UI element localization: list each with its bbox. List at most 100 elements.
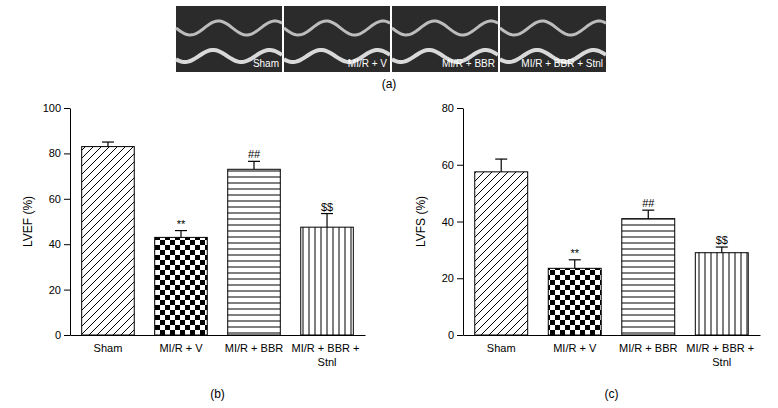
tick-mark — [457, 108, 463, 109]
axis-line — [463, 109, 464, 336]
error-bar — [248, 161, 260, 169]
significance-mark: ## — [248, 148, 261, 160]
error-bar — [716, 247, 728, 253]
y-axis: 0 20 40 60 80 — [442, 102, 464, 341]
tick-mark — [64, 108, 70, 109]
axis-line — [464, 335, 761, 336]
axis-title: LVFS (%) — [414, 196, 428, 247]
tick: 0 — [55, 329, 70, 341]
error-stem — [721, 247, 722, 253]
panel-caption: (a) — [382, 77, 397, 91]
error-stem — [180, 231, 181, 238]
error-bar — [642, 210, 654, 219]
error-stem — [253, 161, 254, 169]
x-axis: Sham MI/R + V MI/R + BBR MI/R + BBR + Stnl — [464, 335, 761, 368]
plot-area — [82, 142, 354, 335]
tick: Sham — [94, 335, 123, 354]
significance-mark: $$ — [321, 201, 333, 213]
significance-mark: ** — [177, 218, 186, 230]
bar — [301, 227, 354, 335]
error-bar — [102, 142, 114, 147]
error-bar — [495, 159, 507, 172]
tick-label: 0 — [448, 329, 454, 341]
error-cap — [569, 259, 581, 260]
error-cap — [495, 158, 507, 159]
bar — [695, 253, 748, 335]
error-bar — [321, 214, 333, 228]
tick: MI/R + BBR + Stnl — [686, 335, 757, 368]
error-stem — [501, 159, 502, 172]
tick-mark — [457, 278, 463, 279]
tick-mark — [64, 244, 70, 245]
tick-mark — [457, 222, 463, 223]
figure: Sham MI/R + V MI/R + BBR MI/R + BBR + Stnl (… — [0, 0, 778, 408]
tick-mark — [64, 153, 70, 154]
error-cap — [716, 246, 728, 247]
error-cap — [321, 213, 333, 214]
error-cap — [248, 161, 260, 162]
image-label: MI/R + V — [348, 58, 388, 69]
bar — [82, 147, 135, 335]
chart: ** ## $$ 0 20 40 60 80 100 Sham MI/R + V MI/R + BBR… — [21, 102, 366, 401]
tick-label: 40 — [442, 216, 454, 228]
image-label: Sham — [253, 58, 279, 69]
error-stem — [107, 142, 108, 147]
tick: 80 — [442, 102, 463, 114]
error-bar — [569, 260, 581, 269]
image-label: MI/R + BBR — [442, 58, 495, 69]
error-stem — [648, 210, 649, 219]
tick-label: 60 — [442, 159, 454, 171]
tick: MI/R + BBR — [619, 335, 677, 354]
tick-label: Sham — [487, 342, 516, 354]
panel-caption: (b) — [210, 387, 225, 401]
tick-label: MI/R + V — [159, 342, 203, 354]
tick: 60 — [442, 159, 463, 171]
bar — [155, 237, 208, 335]
tick-label: MI/R + BBR + Stnl — [292, 342, 363, 367]
tick: MI/R + V — [159, 335, 203, 354]
tick: 80 — [49, 147, 70, 159]
axis-title: LVEF (%) — [21, 196, 35, 247]
tick: MI/R + BBR + Stnl — [292, 335, 363, 368]
tick: 20 — [442, 272, 463, 284]
tick-label: 80 — [442, 102, 454, 114]
x-axis: Sham MI/R + V MI/R + BBR MI/R + BBR + Stnl — [71, 335, 366, 368]
bar — [228, 169, 281, 335]
error-cap — [175, 230, 187, 231]
error-stem — [326, 214, 327, 228]
error-stem — [574, 260, 575, 269]
echo-trace — [176, 21, 282, 35]
bar — [548, 268, 601, 335]
axis-line — [70, 109, 71, 336]
significance-mark: $$ — [716, 234, 728, 246]
tick: 40 — [49, 238, 70, 250]
error-cap — [102, 141, 114, 142]
error-cap — [642, 210, 654, 211]
echo-trace — [392, 21, 498, 35]
tick-mark — [457, 335, 463, 336]
bar — [622, 219, 675, 335]
panel-a: ShamMI/R + VMI/R + BBRMI/R + BBR + Stnl — [176, 6, 606, 72]
tick-label: 0 — [55, 329, 61, 341]
tick-mark — [457, 165, 463, 166]
echo-trace — [500, 21, 606, 35]
tick: 0 — [448, 329, 463, 341]
tick-label: MI/R + V — [553, 342, 597, 354]
echo-trace — [284, 21, 390, 35]
echo-image — [176, 6, 282, 72]
chart: **##$$020406080ShamMI/R + VMI/R + BBRMI/… — [414, 102, 761, 401]
tick-label: 20 — [49, 284, 61, 296]
tick-mark — [64, 290, 70, 291]
tick-mark — [64, 199, 70, 200]
echo-image — [284, 6, 390, 72]
tick-label: MI/R + BBR + Stnl — [686, 342, 757, 367]
tick: 60 — [49, 193, 70, 205]
panel-caption: (c) — [605, 387, 619, 401]
tick-label: MI/R + BBR — [225, 342, 283, 354]
tick: 40 — [442, 216, 463, 228]
echo-image — [500, 6, 606, 72]
tick: 100 — [43, 102, 70, 114]
tick-label: 100 — [43, 102, 61, 114]
tick-label: 80 — [49, 147, 61, 159]
tick: 20 — [49, 284, 70, 296]
